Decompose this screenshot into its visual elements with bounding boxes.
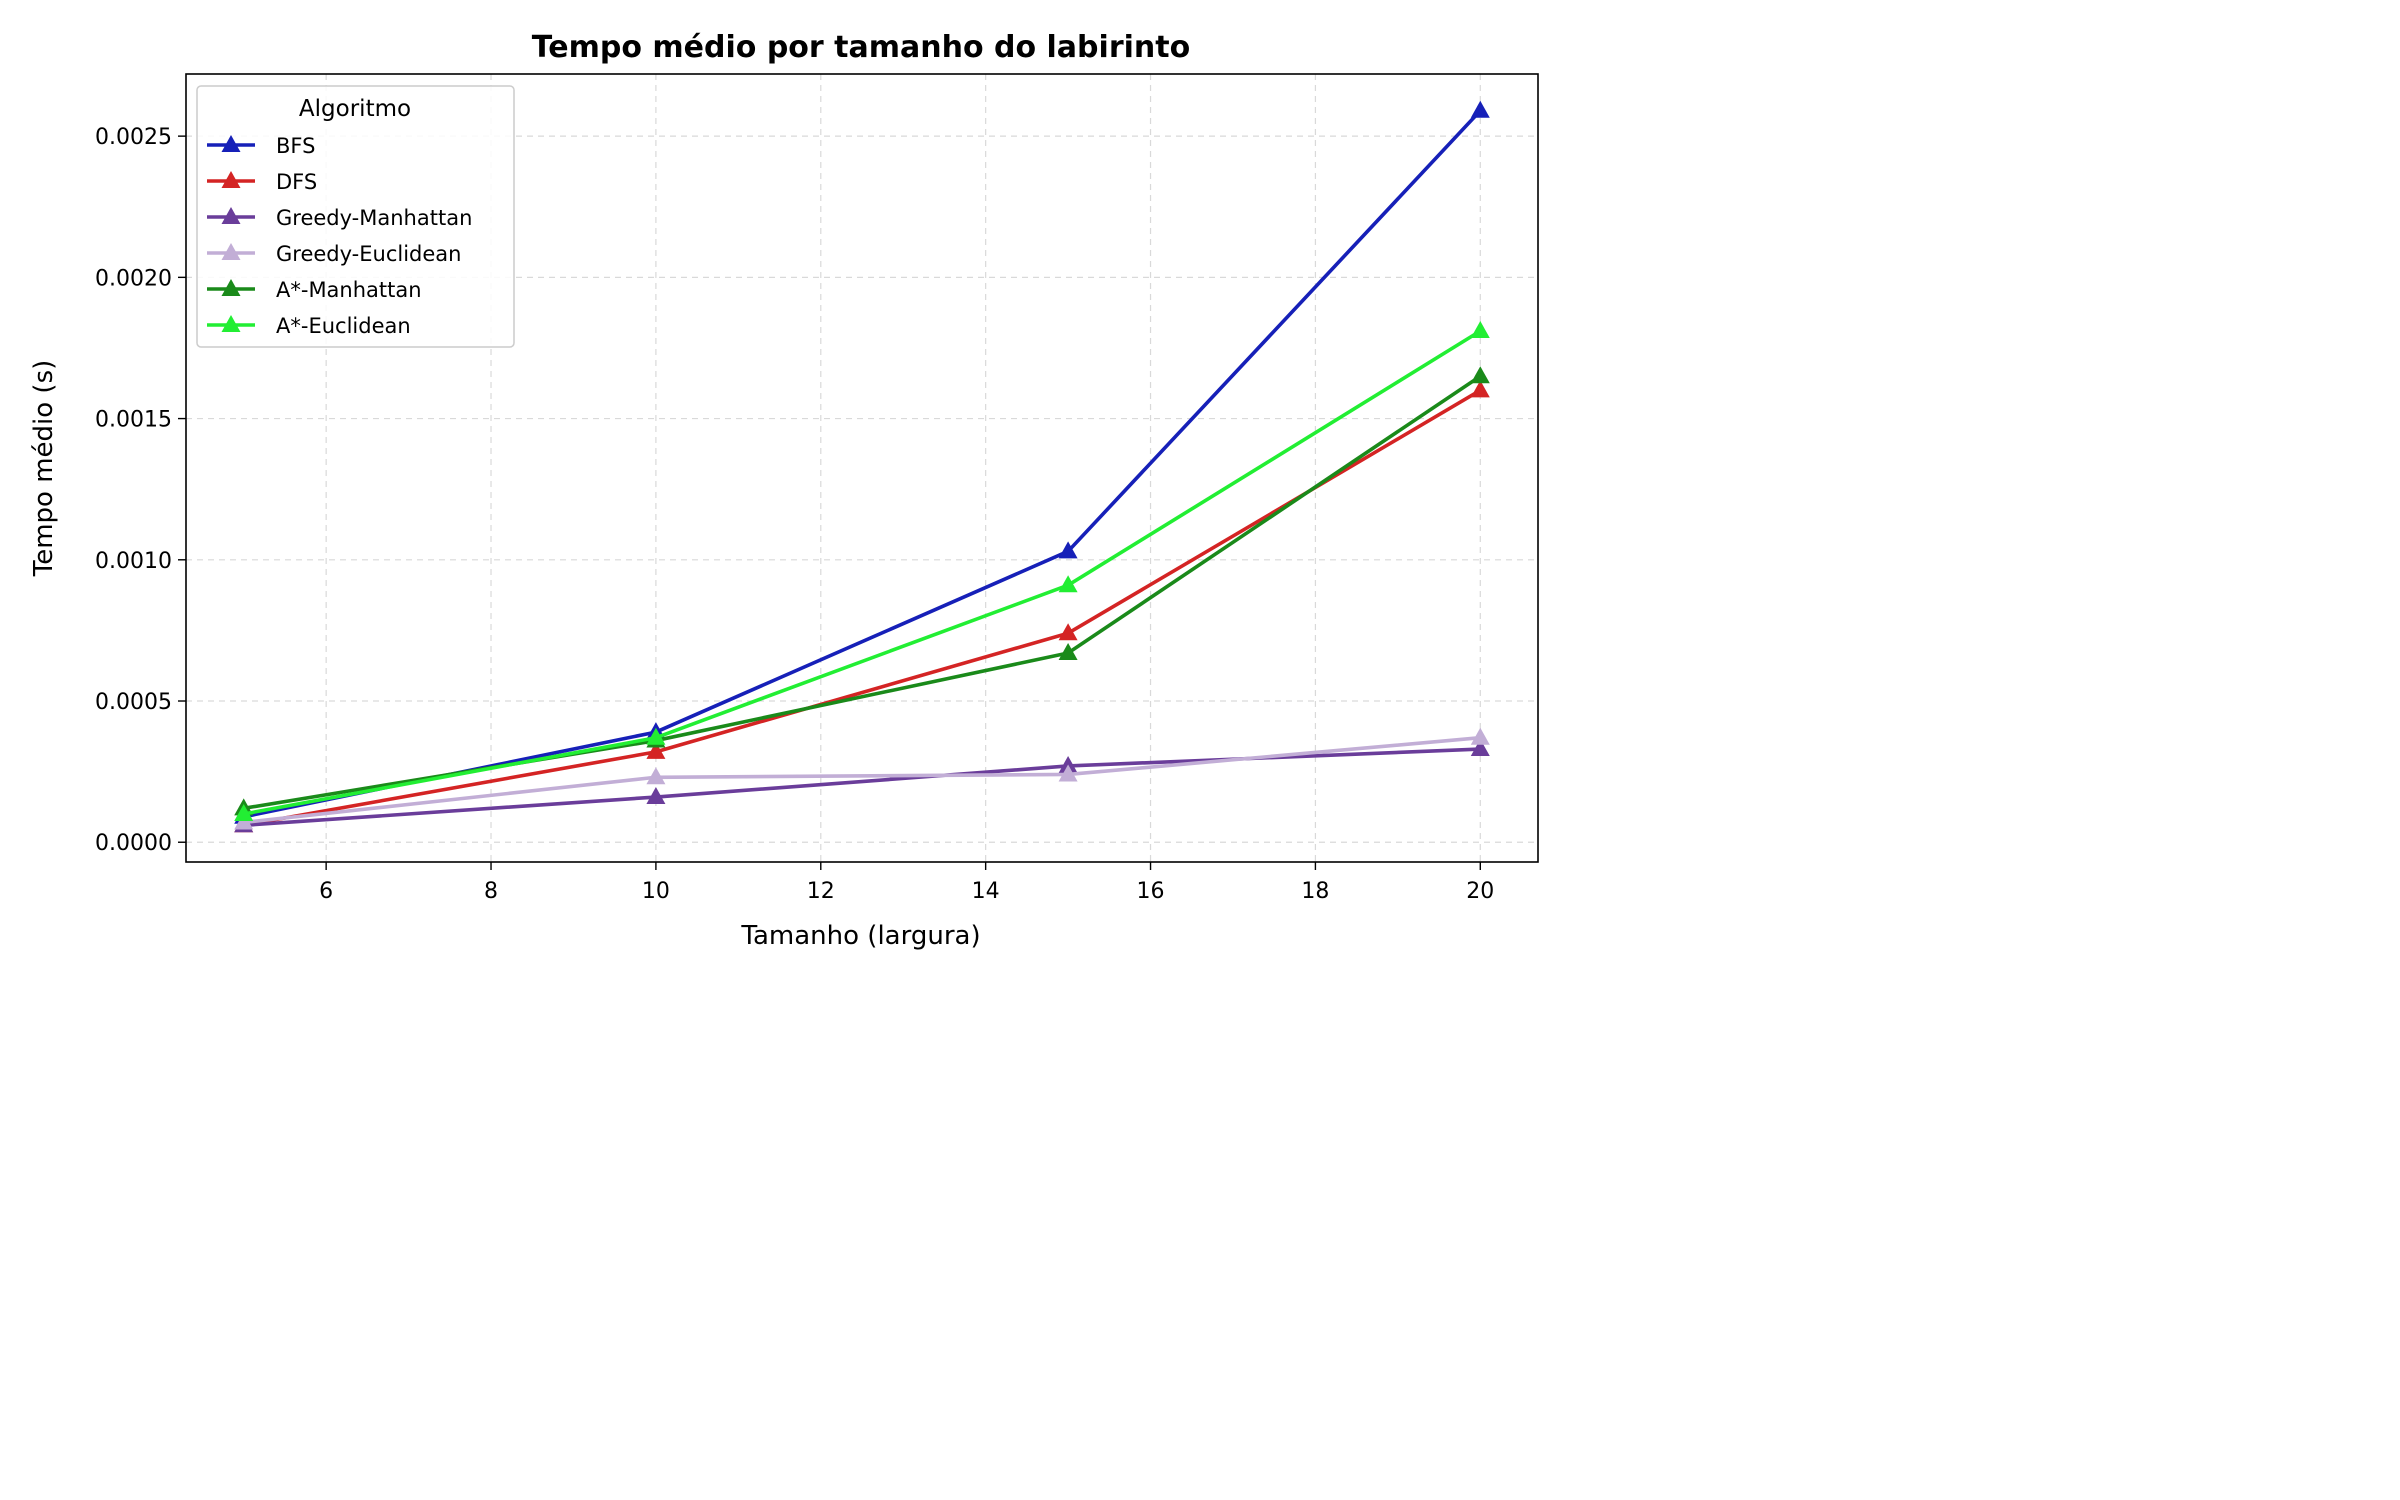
legend-marker xyxy=(221,207,241,224)
data-point xyxy=(646,787,666,805)
legend-title: Algoritmo xyxy=(299,96,411,122)
series-a-euclidean xyxy=(234,321,1490,821)
series-line xyxy=(241,388,1483,828)
data-point xyxy=(1058,764,1078,782)
data-point xyxy=(1058,575,1078,593)
data-point xyxy=(1470,321,1490,339)
y-tick-label: 0.0025 xyxy=(95,125,172,150)
legend-label: A*-Manhattan xyxy=(276,278,422,302)
y-axis-label: Tempo médio (s) xyxy=(29,360,59,578)
y-tick-label: 0.0020 xyxy=(95,266,172,291)
x-tick-label: 18 xyxy=(1301,879,1329,904)
chart-title: Tempo médio por tamanho do labirinto xyxy=(532,30,1190,65)
data-point xyxy=(1470,380,1490,398)
x-tick-label: 20 xyxy=(1466,879,1494,904)
series-greedy-euclidean xyxy=(234,727,1490,830)
data-point xyxy=(1470,739,1490,757)
data-point xyxy=(646,767,666,785)
data-point xyxy=(234,803,254,821)
data-point xyxy=(1058,623,1078,641)
series-dfs xyxy=(234,380,1490,833)
legend-label: Greedy-Euclidean xyxy=(276,242,461,266)
legend-label: A*-Euclidean xyxy=(276,314,411,338)
series-line xyxy=(241,735,1483,825)
x-axis: 6 8 10 12 14 16 18 20 xyxy=(319,862,1494,904)
y-tick-label: 0.0010 xyxy=(95,549,172,574)
legend-marker xyxy=(221,171,241,188)
legend-label: BFS xyxy=(276,134,315,158)
legend-marker xyxy=(221,243,241,260)
x-tick-label: 12 xyxy=(807,879,835,904)
y-axis: 0.0000 0.0005 0.0010 0.0015 0.0020 0.0025 xyxy=(95,125,186,856)
legend-box xyxy=(196,85,515,348)
y-tick-label: 0.0015 xyxy=(95,408,172,433)
data-point xyxy=(646,741,666,759)
legend-label: DFS xyxy=(276,170,317,194)
series-line xyxy=(241,374,1483,811)
x-tick-label: 10 xyxy=(642,879,670,904)
series-line xyxy=(241,329,1483,816)
y-tick-label: 0.0000 xyxy=(95,831,172,856)
series-group xyxy=(234,100,1490,833)
legend-entry: BFS xyxy=(207,134,315,158)
legend-entry: Greedy-Euclidean xyxy=(207,242,461,266)
data-point xyxy=(1470,366,1490,384)
legend-entry: Greedy-Manhattan xyxy=(207,206,472,230)
legend-marker xyxy=(221,315,241,332)
data-point xyxy=(646,727,666,745)
plot-frame xyxy=(185,73,1539,863)
legend-label: Greedy-Manhattan xyxy=(276,206,472,230)
x-axis-label: Tamanho (largura) xyxy=(740,921,980,951)
data-point xyxy=(1058,541,1078,559)
legend-entry: DFS xyxy=(207,170,317,194)
x-tick-label: 14 xyxy=(972,879,1000,904)
data-point xyxy=(1470,100,1490,118)
x-tick-label: 6 xyxy=(319,879,333,904)
data-point xyxy=(1058,642,1078,660)
x-tick-label: 8 xyxy=(484,879,498,904)
series-a-manhattan xyxy=(234,366,1490,816)
legend-marker xyxy=(221,279,241,296)
y-tick-label: 0.0005 xyxy=(95,690,172,715)
x-tick-label: 16 xyxy=(1137,879,1165,904)
data-point xyxy=(1470,727,1490,745)
legend-entry: A*-Euclidean xyxy=(207,314,411,338)
legend: Algoritmo BFS DFS Greedy-Manhattan Greedy-E… xyxy=(196,85,515,348)
legend-marker xyxy=(221,135,241,152)
series-line xyxy=(241,747,1483,828)
line-chart: Tempo médio por tamanho do labirinto 6 8 1… xyxy=(29,30,1539,951)
legend-entry: A*-Manhattan xyxy=(207,278,422,302)
